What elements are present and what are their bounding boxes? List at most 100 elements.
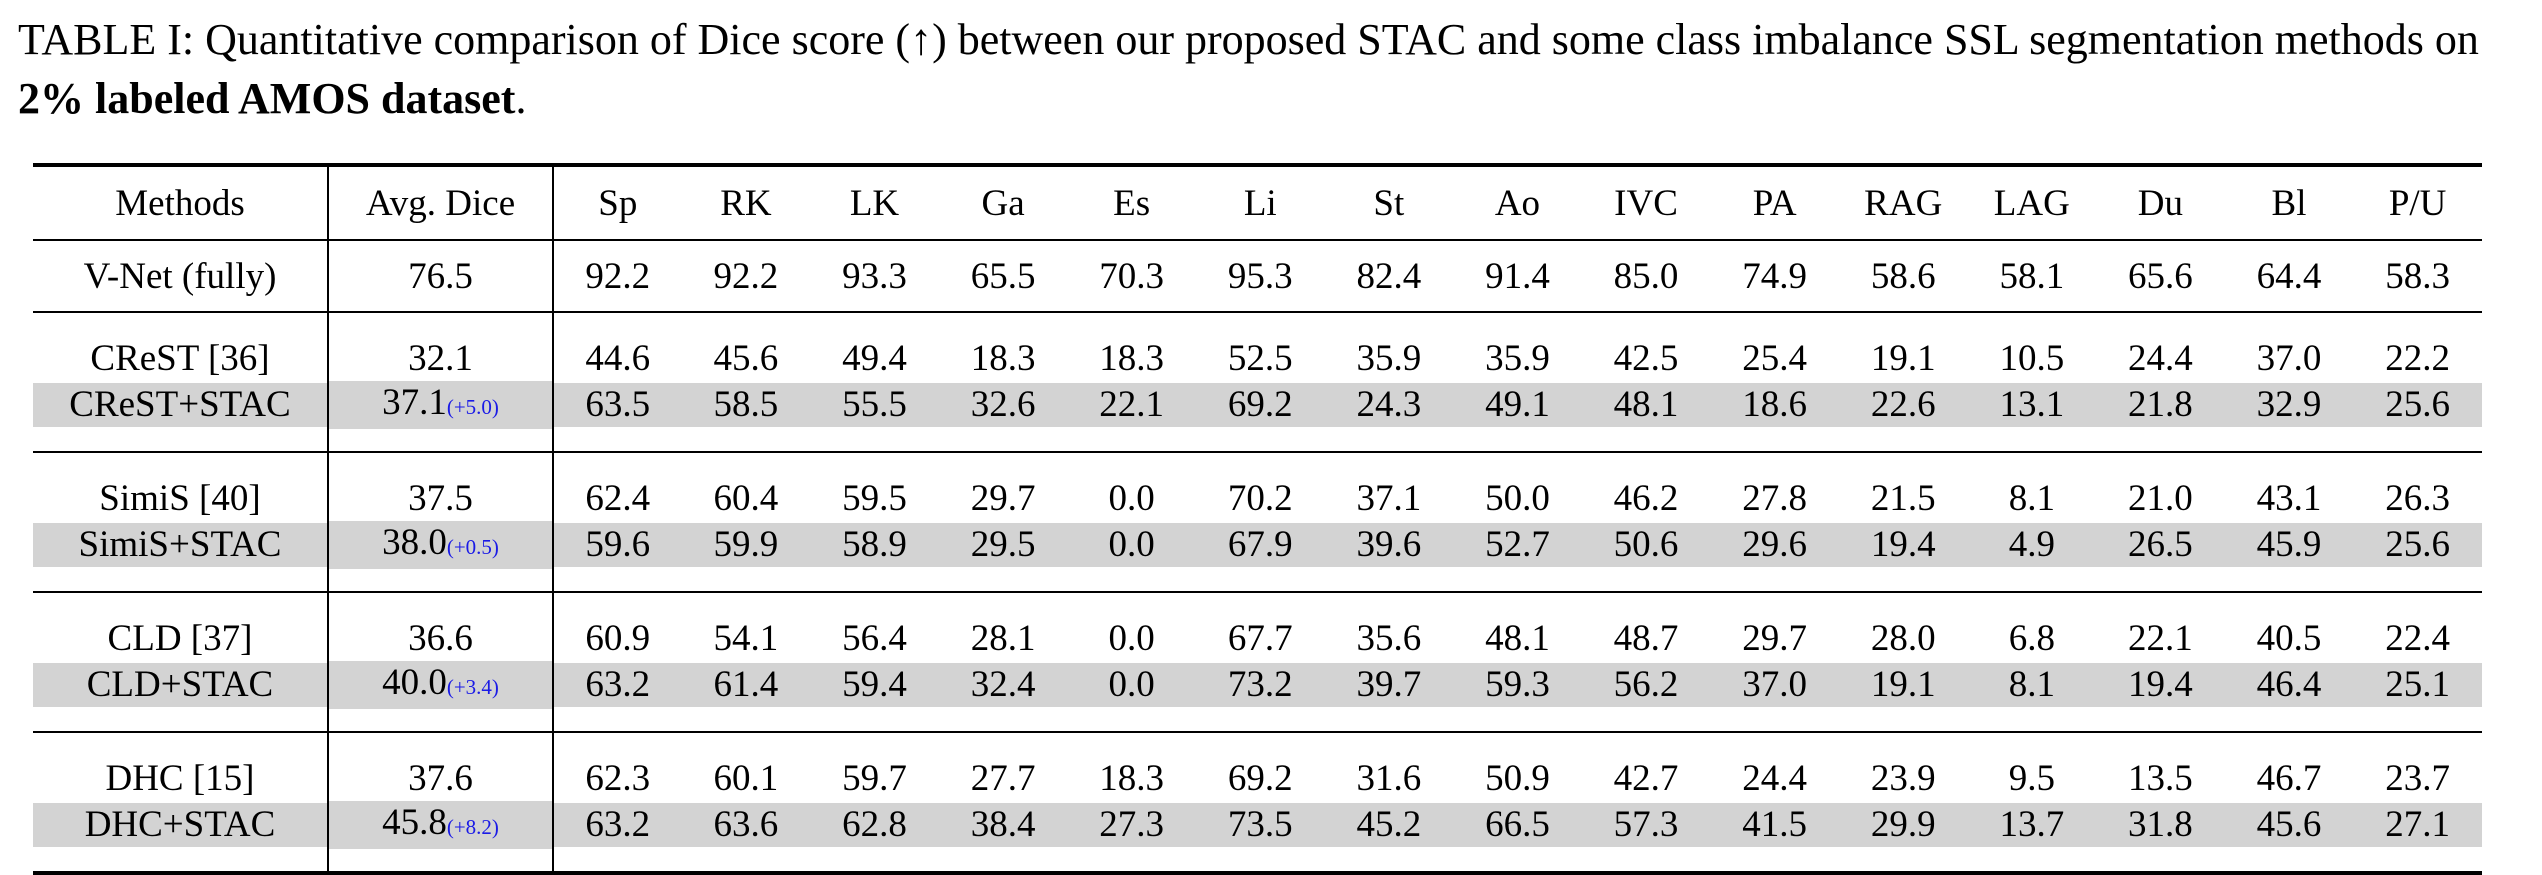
- class-dice-cell-text: 22.4: [2385, 617, 2450, 659]
- class-dice-cell: 26.5: [2096, 521, 2225, 592]
- class-dice-cell: 64.4: [2225, 240, 2354, 312]
- column-header: Ao: [1453, 163, 1582, 241]
- class-dice-cell-text: 59.9: [713, 524, 779, 565]
- class-dice-cell: 60.4: [681, 451, 811, 521]
- class-dice-cell: 22.1: [2096, 591, 2225, 661]
- class-dice-cell: 37.0: [2224, 311, 2354, 381]
- class-dice-cell-text: 35.9: [1356, 337, 1422, 379]
- class-dice-cell: 48.1: [1453, 591, 1582, 661]
- method-cell: CReST+STAC: [33, 381, 329, 452]
- class-dice-cell: 4.9: [1967, 521, 2097, 592]
- class-dice-cell-text: 0.0: [1108, 477, 1155, 519]
- caption-suffix: .: [515, 74, 527, 123]
- column-header: RAG: [1838, 163, 1968, 241]
- class-dice-cell: 13.7: [1967, 801, 2097, 875]
- class-dice-cell: 22.2: [2353, 311, 2482, 381]
- avg-dice-cell: 37.5: [328, 451, 554, 521]
- class-dice-cell-text: 70.3: [1099, 255, 1165, 297]
- class-dice-cell-text: 73.2: [1227, 664, 1293, 705]
- class-dice-cell: 22.4: [2353, 591, 2482, 661]
- class-dice-cell: 66.5: [1453, 801, 1582, 875]
- class-dice-cell-text: 38.4: [970, 804, 1036, 845]
- avg-dice-cell-text: 37.6: [408, 757, 473, 799]
- class-dice-cell: 23.7: [2353, 731, 2482, 801]
- method-cell: CReST [36]: [33, 311, 329, 381]
- class-dice-cell-text: 49.1: [1485, 384, 1550, 425]
- class-dice-cell: 13.5: [2096, 731, 2225, 801]
- class-dice-cell: 9.5: [1967, 731, 2097, 801]
- column-header: RK: [681, 163, 811, 241]
- column-header: Sp: [553, 163, 682, 241]
- class-dice-cell-text: 63.5: [585, 384, 651, 425]
- class-dice-cell-text: 27.3: [1099, 804, 1165, 845]
- class-dice-cell: 39.6: [1324, 521, 1454, 592]
- class-dice-cell-text: 92.2: [713, 255, 779, 297]
- class-dice-cell: 29.7: [1710, 591, 1839, 661]
- class-dice-cell-text: 93.3: [842, 255, 907, 297]
- class-dice-cell-text: 55.5: [842, 384, 907, 425]
- class-dice-cell: 63.6: [681, 801, 811, 875]
- avg-dice-cell: 37.6: [328, 731, 554, 801]
- class-dice-cell: 73.5: [1195, 801, 1325, 875]
- class-dice-cell-text: 8.1: [2008, 664, 2055, 705]
- class-dice-cell: 28.1: [938, 591, 1068, 661]
- table-row: SimiS [40] 37.5 62.4 60.4 59.5 29.7 0.0 70.2 37.…: [33, 451, 2482, 521]
- method-cell: DHC [15]: [33, 731, 329, 801]
- class-dice-cell-text: 35.9: [1485, 337, 1550, 379]
- class-dice-cell-text: 19.4: [2128, 664, 2193, 705]
- class-dice-cell: 21.5: [1838, 451, 1968, 521]
- class-dice-cell: 85.0: [1582, 240, 1711, 312]
- class-dice-cell: 37.0: [1710, 661, 1839, 732]
- class-dice-cell: 67.7: [1195, 591, 1325, 661]
- column-header: Ga: [938, 163, 1068, 241]
- class-dice-cell: 41.5: [1710, 801, 1839, 875]
- class-dice-cell: 26.3: [2353, 451, 2482, 521]
- method-cell: SimiS+STAC: [33, 521, 329, 592]
- class-dice-cell-text: 40.5: [2256, 617, 2322, 659]
- class-dice-cell: 58.6: [1839, 240, 1968, 312]
- class-dice-cell-text: 58.3: [2385, 255, 2450, 297]
- method-cell-text: DHC+STAC: [84, 804, 276, 845]
- method-cell: DHC+STAC: [33, 801, 329, 875]
- class-dice-cell: 60.9: [553, 591, 682, 661]
- class-dice-cell: 55.5: [810, 381, 939, 452]
- column-header: Li: [1195, 163, 1325, 241]
- class-dice-cell-text: 45.6: [713, 337, 779, 379]
- class-dice-cell: 27.8: [1710, 451, 1839, 521]
- class-dice-cell: 18.3: [1067, 311, 1196, 381]
- class-dice-cell-text: 50.6: [1613, 524, 1679, 565]
- class-dice-cell: 28.0: [1838, 591, 1968, 661]
- class-dice-cell: 69.2: [1195, 731, 1325, 801]
- method-cell-text: SimiS+STAC: [78, 524, 282, 565]
- class-dice-cell: 74.9: [1710, 240, 1839, 312]
- class-dice-cell-text: 73.5: [1227, 804, 1293, 845]
- class-dice-cell-text: 32.4: [970, 664, 1036, 705]
- column-header: P/U: [2353, 163, 2482, 241]
- class-dice-cell: 59.7: [810, 731, 939, 801]
- class-dice-cell: 0.0: [1067, 661, 1196, 732]
- avg-dice-cell-text: 37.5: [408, 477, 473, 519]
- class-dice-cell-text: 54.1: [713, 617, 779, 659]
- class-dice-cell-text: 39.6: [1356, 524, 1422, 565]
- class-dice-cell-text: 31.8: [2128, 804, 2193, 845]
- class-dice-cell-text: 23.7: [2385, 757, 2450, 799]
- method-cell-text: V-Net (fully): [83, 255, 277, 297]
- class-dice-cell: 61.4: [681, 661, 811, 732]
- class-dice-cell-text: 58.1: [1999, 255, 2065, 297]
- class-dice-cell-text: 29.7: [970, 477, 1036, 519]
- class-dice-cell: 24.4: [1710, 731, 1839, 801]
- class-dice-cell: 45.6: [2224, 801, 2354, 875]
- avg-dice-cell: 36.6: [328, 591, 554, 661]
- class-dice-cell-text: 46.2: [1613, 477, 1679, 519]
- class-dice-cell-text: 26.3: [2385, 477, 2450, 519]
- class-dice-cell: 59.9: [681, 521, 811, 592]
- method-cell-text: CReST [36]: [90, 337, 270, 379]
- method-cell-text: CLD+STAC: [86, 664, 274, 705]
- table-row: DHC+STAC 45.8(+8.2) 63.2 63.6 62.8 38.4 27.3 73…: [33, 801, 2482, 875]
- class-dice-cell: 93.3: [810, 240, 939, 312]
- class-dice-cell: 67.9: [1195, 521, 1325, 592]
- class-dice-cell-text: 37.0: [1742, 664, 1808, 705]
- class-dice-cell-text: 62.4: [585, 477, 651, 519]
- class-dice-cell: 27.1: [2353, 801, 2482, 875]
- class-dice-cell: 58.5: [681, 381, 811, 452]
